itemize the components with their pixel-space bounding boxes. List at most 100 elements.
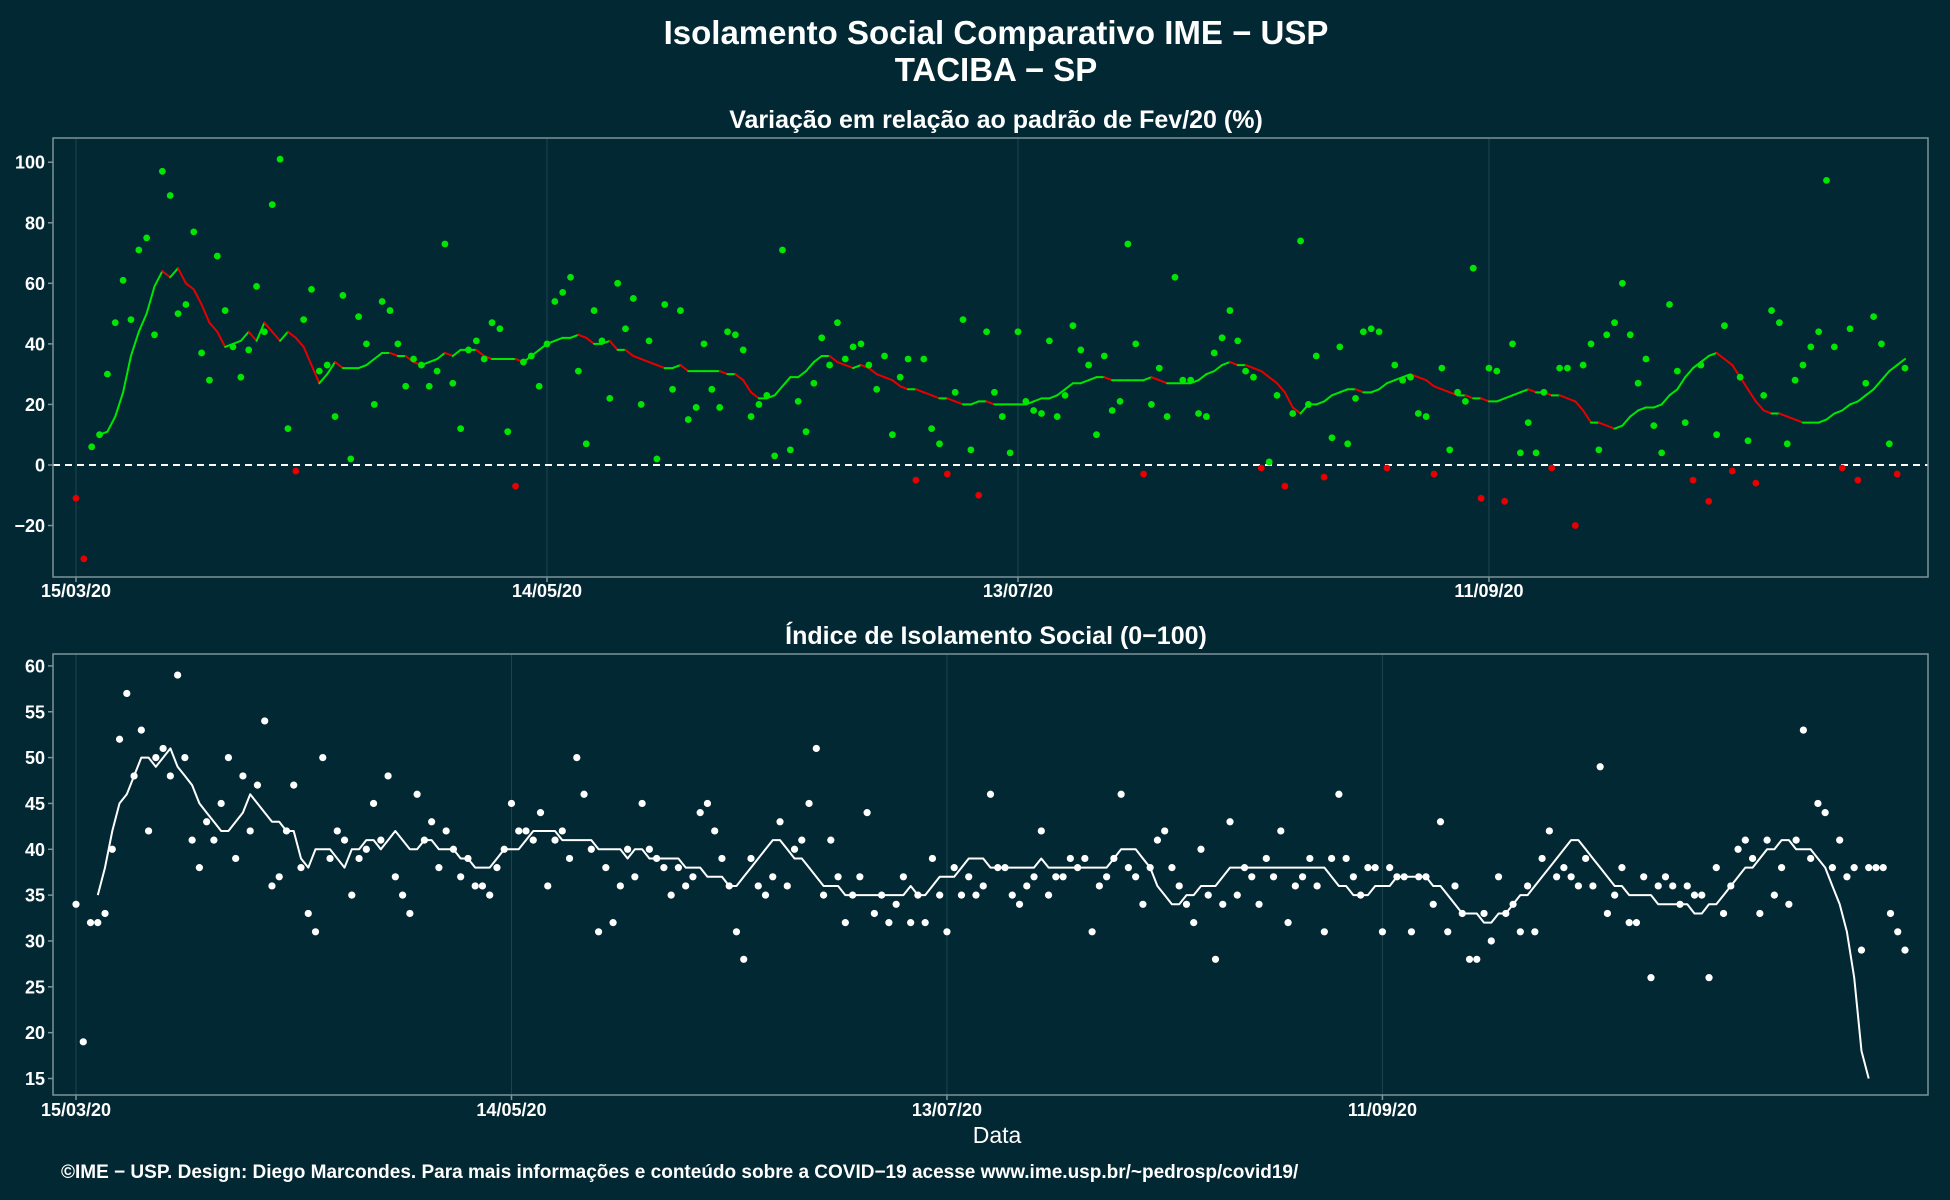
data-point: [1117, 790, 1125, 798]
data-point: [1069, 322, 1077, 330]
data-point: [1059, 873, 1067, 881]
moving-average-segment: [1087, 376, 1098, 382]
data-point: [1815, 328, 1823, 336]
data-point: [669, 385, 676, 393]
data-point: [629, 295, 637, 302]
data-point: [1306, 854, 1314, 863]
data-point: [1619, 279, 1626, 287]
data-point: [739, 346, 747, 354]
data-point: [1023, 882, 1031, 890]
data-point: [1436, 818, 1445, 826]
moving-average-segment: [812, 354, 823, 364]
data-point: [1103, 873, 1111, 881]
data-point: [928, 425, 936, 433]
data-point: [158, 167, 166, 175]
data-point: [355, 313, 362, 321]
data-point: [1454, 388, 1461, 396]
data-point: [841, 919, 849, 927]
data-point: [1886, 909, 1895, 918]
moving-average-segment: [1228, 361, 1239, 367]
moving-average-segment: [1519, 388, 1530, 394]
data-point: [1469, 264, 1477, 272]
data-point: [802, 428, 810, 436]
data-point: [1044, 891, 1053, 899]
data-point: [975, 491, 983, 499]
data-point: [96, 431, 103, 439]
moving-average-segment: [1244, 364, 1255, 370]
data-point: [594, 928, 603, 936]
data-point: [1349, 873, 1357, 881]
data-point: [486, 891, 494, 899]
moving-average-segment: [318, 373, 329, 385]
data-point: [1429, 900, 1437, 908]
data-point: [304, 909, 312, 918]
data-point: [994, 864, 1002, 872]
y-tick-label: 35: [25, 886, 45, 906]
data-point: [1328, 854, 1336, 863]
data-point: [1422, 873, 1430, 881]
data-point: [834, 873, 842, 881]
moving-average-segment: [946, 397, 957, 403]
moving-average-segment: [828, 354, 839, 364]
data-point: [362, 845, 370, 853]
data-point: [232, 854, 240, 863]
data-point: [72, 900, 80, 908]
data-point: [1650, 422, 1658, 430]
moving-average-segment: [1276, 382, 1286, 394]
data-point: [943, 928, 951, 936]
data-point: [1791, 376, 1799, 384]
moving-average-segment: [1880, 370, 1891, 382]
moving-average-segment: [1841, 403, 1852, 412]
data-point: [500, 845, 508, 853]
data-point: [1538, 854, 1546, 863]
moving-average-segment: [310, 364, 321, 385]
data-point: [1219, 900, 1227, 908]
data-point: [297, 864, 305, 872]
data-point: [1719, 909, 1728, 918]
y-tick-label: 100: [15, 153, 45, 173]
moving-average-segment: [781, 376, 792, 388]
moving-average-segment: [1150, 376, 1161, 382]
data-point: [1894, 928, 1902, 936]
moving-average-segment: [200, 303, 211, 324]
data-point: [1218, 334, 1226, 342]
moving-average-segment: [648, 361, 658, 367]
data-point: [282, 827, 291, 835]
moving-average-segment: [1425, 379, 1436, 388]
index-panel: Índice de Isolamento Social (0−100) 15 20…: [25, 621, 1929, 1120]
data-point: [609, 919, 617, 927]
moving-average-segment: [1849, 400, 1859, 406]
data-point: [94, 919, 102, 927]
data-point: [276, 155, 284, 163]
data-point: [1163, 413, 1171, 420]
data-point: [1066, 854, 1074, 863]
data-point: [1532, 449, 1540, 457]
panel-border: [52, 137, 1929, 578]
moving-average-segment: [1668, 388, 1679, 397]
data-point: [892, 900, 900, 908]
data-point: [1140, 470, 1147, 478]
data-point: [1830, 343, 1838, 351]
data-point: [936, 891, 944, 899]
data-point: [1030, 873, 1038, 881]
data-point: [213, 252, 221, 260]
data-point: [108, 845, 116, 853]
data-point: [1458, 909, 1466, 918]
moving-average-segment: [883, 376, 894, 382]
data-point: [1683, 882, 1691, 890]
moving-average-segment: [1197, 373, 1208, 382]
moving-average-segment: [1464, 394, 1475, 400]
data-point: [1320, 928, 1328, 936]
data-point: [1422, 413, 1430, 420]
data-point: [1792, 836, 1800, 844]
data-point: [1589, 882, 1597, 890]
data-point: [870, 909, 878, 918]
data-point: [1509, 340, 1516, 348]
data-point: [1843, 873, 1851, 881]
data-point: [660, 864, 668, 872]
data-point: [1776, 319, 1783, 327]
x-tick-label: 11/09/20: [1348, 1100, 1417, 1120]
data-point: [413, 790, 421, 798]
moving-average-segment: [1495, 397, 1506, 403]
